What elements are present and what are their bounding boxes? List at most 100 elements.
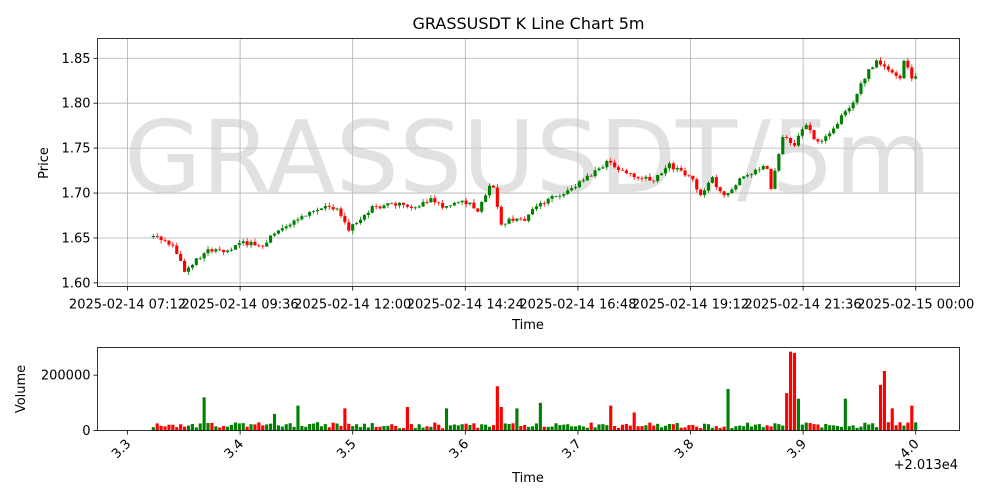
price-y-tick-label: 1.60 xyxy=(62,276,91,291)
volume-x-ticks: 3.3 3.4 3.5 3.6 3.7 3.8 3.9 4.0 xyxy=(109,430,923,462)
candle-body xyxy=(151,236,155,238)
volume-bar xyxy=(867,424,871,431)
volume-bar xyxy=(511,423,515,431)
volume-bar xyxy=(296,405,300,431)
candle-body xyxy=(616,167,621,170)
volume-bar xyxy=(198,423,202,431)
volume-bar xyxy=(757,424,761,431)
volume-bar xyxy=(210,422,214,431)
candle-body xyxy=(656,175,660,182)
volume-bar xyxy=(179,424,183,431)
chart-title: GRASSUSDT K Line Chart 5m xyxy=(413,14,645,33)
volume-bar xyxy=(863,422,867,431)
volume-bar xyxy=(601,424,605,431)
candle-body xyxy=(511,218,515,221)
candle-body xyxy=(507,218,511,224)
volume-bar xyxy=(472,423,476,431)
candle-body xyxy=(843,111,847,116)
volume-bar xyxy=(253,424,257,431)
volume-bar xyxy=(644,425,648,431)
volume-bar xyxy=(613,425,617,431)
volume-bar xyxy=(742,426,746,431)
price-y-ticks: 1.60 1.65 1.70 1.75 1.80 1.85 xyxy=(62,52,98,291)
candle-body xyxy=(835,123,840,129)
candle-body xyxy=(347,222,351,231)
volume-bar xyxy=(906,422,910,431)
volume-x-tick-label: 3.5 xyxy=(334,437,359,462)
volume-bar xyxy=(237,423,241,431)
candle-body xyxy=(456,202,460,204)
volume-bar xyxy=(339,425,343,431)
candle-body xyxy=(589,175,593,177)
volume-bar xyxy=(433,422,437,431)
candle-body xyxy=(542,203,546,204)
price-y-tick-label: 1.85 xyxy=(62,52,91,67)
candles xyxy=(151,57,918,275)
volume-bar xyxy=(546,426,550,431)
volume-bar xyxy=(499,406,503,431)
candle-body xyxy=(276,230,280,234)
candle-body xyxy=(796,135,800,146)
candle-body xyxy=(624,170,628,174)
volume-bar xyxy=(417,424,421,431)
volume-bar xyxy=(730,428,734,431)
candle-body xyxy=(527,214,531,221)
price-x-tick-label: 2025-02-14 21:36 xyxy=(745,298,862,313)
volume-bar xyxy=(441,428,445,431)
volume-bar xyxy=(308,424,312,431)
candle-body xyxy=(824,136,828,141)
volume-bar xyxy=(452,424,456,431)
volume-bar xyxy=(362,423,366,431)
candle-body xyxy=(671,163,675,170)
candle-body xyxy=(898,75,902,79)
candle-body xyxy=(683,170,687,176)
volume-y-label: Volume xyxy=(14,365,29,413)
candle-body xyxy=(441,202,445,208)
candle-body xyxy=(355,223,359,225)
volume-bar xyxy=(233,422,237,431)
candle-body xyxy=(597,168,601,171)
volume-bar xyxy=(448,425,453,431)
candle-body xyxy=(472,202,476,209)
candle-body xyxy=(452,202,456,206)
price-grid xyxy=(97,38,960,287)
volume-bar xyxy=(519,426,523,431)
volume-bar xyxy=(914,422,918,431)
price-x-tick-label: 2025-02-14 14:24 xyxy=(407,298,524,313)
volume-bar xyxy=(718,428,722,431)
candle-body xyxy=(558,195,562,197)
volume-bar xyxy=(429,426,433,431)
volume-bar xyxy=(687,425,691,431)
candle-body xyxy=(792,143,797,146)
candle-body xyxy=(339,208,343,216)
candle-body xyxy=(155,236,159,237)
volume-bar xyxy=(358,427,363,431)
volume-frame xyxy=(97,347,960,431)
volume-bar xyxy=(710,427,714,431)
volume-bar xyxy=(882,371,886,431)
volume-bar xyxy=(331,422,335,431)
volume-bar xyxy=(249,424,253,431)
price-x-tick-label: 2025-02-14 19:12 xyxy=(632,298,749,313)
candle-body xyxy=(343,215,347,223)
volume-bar xyxy=(503,423,507,431)
candle-body xyxy=(761,166,765,170)
volume-bar xyxy=(910,405,914,431)
candle-body xyxy=(390,203,394,205)
volume-bar xyxy=(444,408,449,431)
volume-bar xyxy=(886,422,890,431)
candle-body xyxy=(214,249,218,252)
candle-body xyxy=(593,170,597,177)
volume-bar xyxy=(749,426,754,431)
candle-body xyxy=(186,267,191,272)
candle-body xyxy=(789,137,793,144)
volume-bar xyxy=(288,423,292,431)
volume-bar xyxy=(405,406,409,431)
volume-bar xyxy=(327,427,331,431)
volume-bar xyxy=(714,426,718,431)
candle-body xyxy=(855,93,859,103)
volume-bar xyxy=(761,427,765,431)
volume-bar xyxy=(648,422,652,431)
volume-bar xyxy=(190,424,194,431)
